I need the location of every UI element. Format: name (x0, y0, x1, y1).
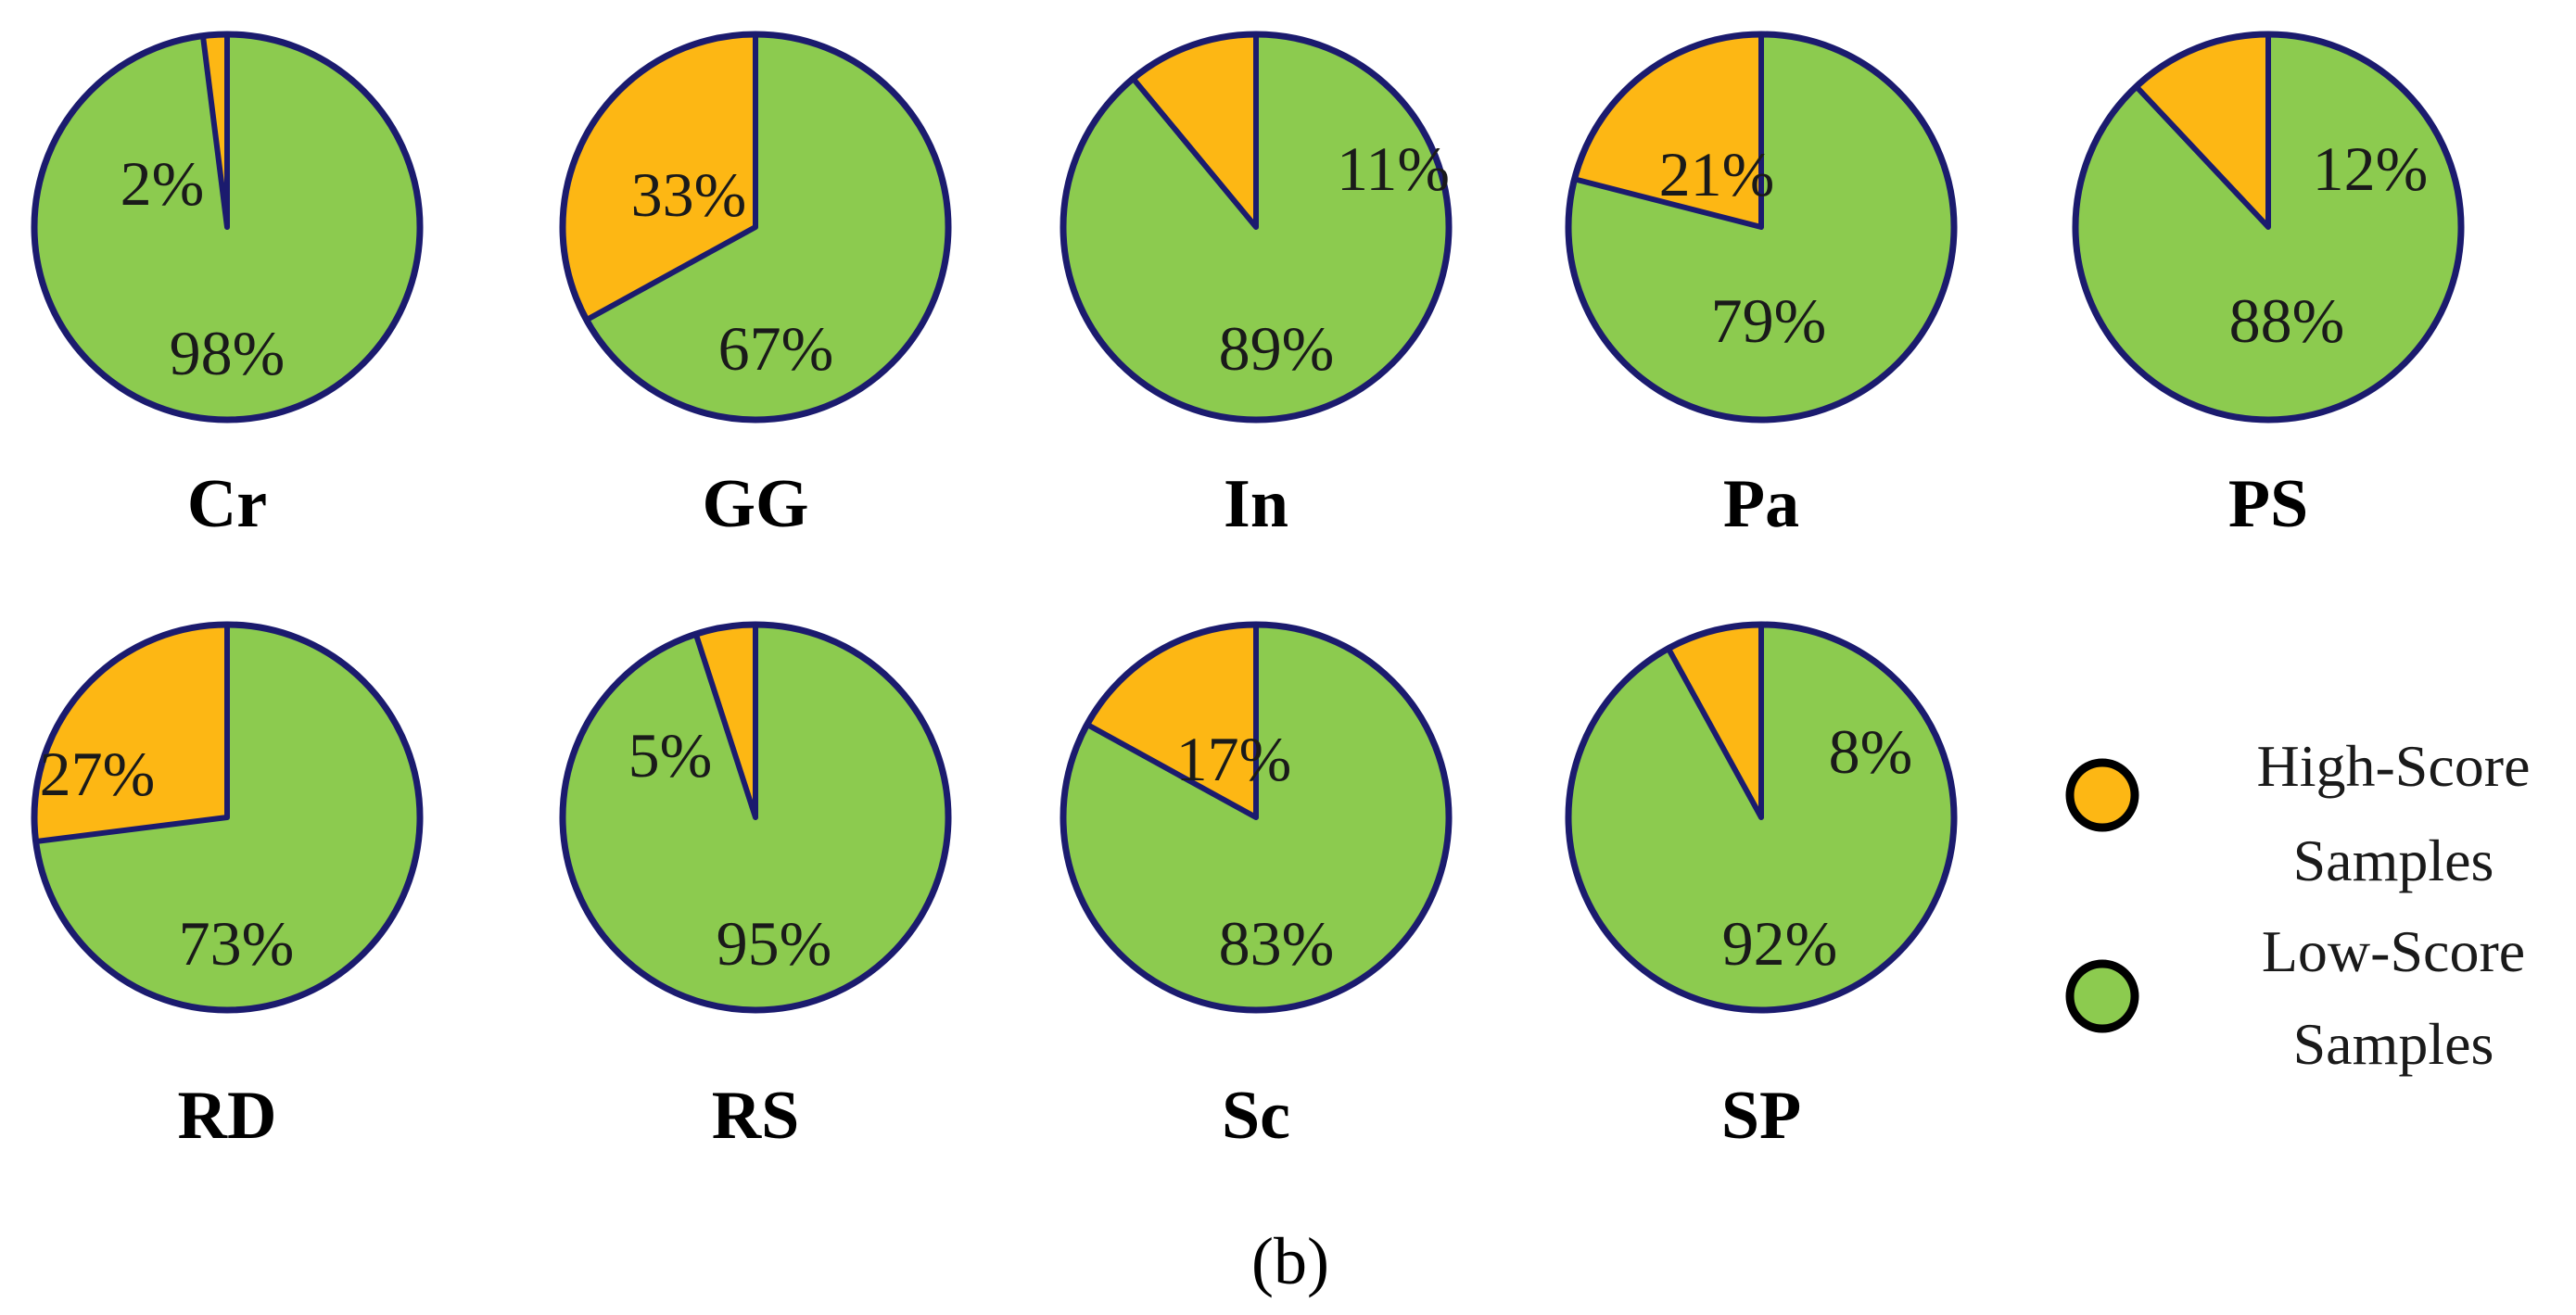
pie-outline (1565, 31, 1958, 424)
data-label-low-score: 98% (170, 318, 286, 388)
pie-title: RS (712, 1078, 800, 1154)
data-label-high-score: 5% (628, 720, 713, 790)
pie-cr: 2% 98% Cr (31, 31, 424, 542)
pie-title: GG (702, 466, 808, 542)
pie-outline (1565, 621, 1958, 1014)
data-label-low-score: 67% (718, 313, 834, 384)
pie-outline (559, 31, 952, 424)
panel-label: (b) (1251, 1224, 1329, 1298)
pie-title: Pa (1723, 466, 1799, 542)
pie-gg: 33% 67% GG (559, 31, 952, 542)
pie-rs: 5% 95% RS (559, 621, 952, 1154)
data-label-high-score: 27% (40, 739, 156, 809)
pie-title: In (1224, 466, 1288, 542)
pie-outline (1060, 621, 1453, 1014)
data-label-low-score: 83% (1219, 908, 1335, 979)
pie-title: Cr (187, 466, 267, 542)
data-label-high-score: 17% (1176, 724, 1292, 794)
data-label-low-score: 73% (179, 908, 295, 979)
pie-title: SP (1721, 1078, 1801, 1154)
pie-sc: 17% 83% Sc (1060, 621, 1453, 1154)
pie-title: Sc (1222, 1078, 1290, 1154)
data-label-low-score: 89% (1219, 313, 1335, 384)
legend-label-low-score-line1: Low-Score (2262, 918, 2525, 984)
pie-title: RD (178, 1078, 277, 1154)
pie-sp: 8% 92% SP (1565, 621, 1958, 1154)
legend-swatch-low-score (2065, 959, 2139, 1033)
data-label-high-score: 33% (631, 159, 747, 230)
pie-in: 11% 89% In (1060, 31, 1453, 542)
data-label-low-score: 79% (1711, 285, 1827, 356)
data-label-low-score: 92% (1722, 908, 1838, 979)
legend: High-Score Samples Low-Score Samples (2065, 733, 2531, 1077)
pie-pa: 21% 79% Pa (1565, 31, 1958, 542)
data-label-high-score: 2% (121, 148, 205, 219)
legend-label-low-score-line2: Samples (2293, 1011, 2494, 1077)
data-label-low-score: 88% (2229, 285, 2345, 356)
pie-ps: 12% 88% PS (2072, 31, 2465, 542)
pie-outline (2072, 31, 2465, 424)
data-label-high-score: 8% (1829, 716, 1913, 787)
pie-grid: 2% 98% Cr 33% 67% GG 11% 89% In 21% 79% Pa 12% 88% PS 2… (31, 31, 2465, 1154)
pie-outline (31, 31, 424, 424)
legend-label-high-score-line1: High-Score (2256, 733, 2530, 799)
data-label-high-score: 21% (1659, 139, 1775, 209)
pie-outline (559, 621, 952, 1014)
pie-outline (31, 621, 424, 1014)
data-label-low-score: 95% (717, 908, 832, 979)
data-label-high-score: 12% (2313, 133, 2429, 204)
data-label-high-score: 11% (1337, 133, 1450, 204)
legend-label-high-score-line2: Samples (2293, 828, 2494, 893)
pie-title: PS (2228, 466, 2308, 542)
legend-swatch-high-score (2065, 758, 2139, 832)
pie-outline (1060, 31, 1453, 424)
pie-rd: 27% 73% RD (31, 621, 424, 1154)
